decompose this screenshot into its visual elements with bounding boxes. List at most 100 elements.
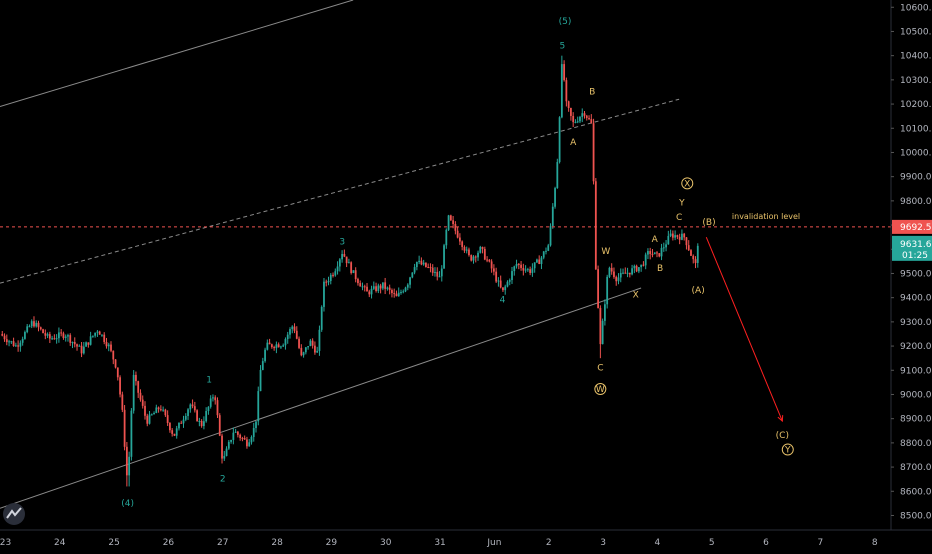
- candle-body: [515, 263, 518, 267]
- candle-body: [64, 336, 67, 338]
- price-tick-label: 9500.00: [900, 269, 932, 279]
- channel-line[interactable]: [0, 98, 680, 284]
- candle-body: [293, 326, 296, 331]
- candle-body: [395, 293, 398, 297]
- candle-body: [658, 253, 661, 257]
- candle-body: [58, 332, 60, 339]
- candle-body: [429, 267, 432, 269]
- price-tick-label: 10200.00: [900, 100, 932, 110]
- candle-body: [5, 339, 8, 343]
- candle-body: [504, 286, 507, 291]
- wave-label-circle: [594, 383, 607, 396]
- candle-body: [135, 374, 137, 382]
- candle-body: [234, 431, 237, 433]
- candle-body: [332, 274, 334, 276]
- price-tick-label: 9900.00: [900, 173, 932, 183]
- candle-body: [359, 283, 362, 287]
- candle-body: [182, 419, 185, 424]
- candle-body: [178, 422, 180, 429]
- candle-body: [506, 281, 509, 287]
- wave-label: 1: [206, 375, 212, 385]
- candle-body: [141, 399, 144, 406]
- candle-body: [588, 118, 590, 120]
- candle-body: [198, 420, 201, 422]
- candle-body: [633, 265, 636, 269]
- candle-body: [336, 266, 339, 272]
- candle-body: [243, 438, 246, 440]
- candle-body: [411, 272, 414, 278]
- wave-label: 2: [220, 475, 226, 485]
- tradingview-logo-icon[interactable]: [3, 503, 25, 525]
- wave-label: W: [601, 247, 610, 257]
- channel-line[interactable]: [0, 0, 354, 107]
- candle-body: [87, 342, 90, 345]
- price-tick-label: 9300.00: [900, 318, 932, 328]
- channel-line[interactable]: [0, 287, 642, 509]
- candle-body: [252, 428, 255, 437]
- candle-body: [236, 431, 239, 435]
- date-tick-label: 28: [271, 538, 283, 548]
- candle-body: [554, 188, 556, 207]
- candle-body: [218, 415, 221, 436]
- date-tick-label: 7: [818, 538, 824, 548]
- candle-body: [422, 262, 425, 265]
- candle-body: [275, 344, 278, 349]
- date-tick-label: Jun: [486, 538, 501, 548]
- candle-body: [540, 257, 543, 265]
- candle-body: [164, 409, 167, 416]
- candle-body: [1, 333, 4, 336]
- date-tick-label: 27: [217, 538, 228, 548]
- candle-body: [601, 320, 604, 345]
- candle-body: [608, 267, 611, 277]
- candle-body: [363, 286, 366, 288]
- candle-body: [26, 326, 29, 333]
- candle-body: [175, 428, 178, 436]
- price-tick-label: 10100.00: [900, 124, 932, 134]
- wave-label: A: [652, 235, 659, 245]
- candle-body: [257, 391, 260, 422]
- candles: [1, 55, 699, 487]
- candle-body: [524, 269, 527, 271]
- candle-body: [239, 434, 242, 438]
- candle-body: [3, 335, 6, 340]
- candle-body: [508, 280, 511, 282]
- candle-body: [579, 116, 581, 122]
- candle-body: [427, 266, 430, 268]
- candle-body: [130, 410, 133, 457]
- candle-body: [196, 410, 199, 422]
- candle-body: [259, 369, 262, 392]
- candle-body: [443, 245, 445, 269]
- candle-body: [55, 338, 58, 340]
- candle-body: [393, 293, 396, 295]
- candle-body: [282, 345, 285, 347]
- candle-body: [105, 341, 108, 347]
- candle-body: [232, 432, 235, 440]
- candle-body: [379, 285, 382, 289]
- candle-body: [628, 272, 631, 275]
- candle-body: [146, 415, 149, 424]
- candle-body: [384, 282, 387, 289]
- candle-body: [128, 456, 131, 476]
- candle-body: [316, 350, 319, 353]
- candle-body: [69, 335, 72, 343]
- projection-arrow-line[interactable]: [705, 236, 783, 422]
- date-tick-label: 8: [872, 538, 878, 548]
- candle-body: [606, 276, 609, 305]
- candle-body: [159, 409, 162, 411]
- price-tick-label: 10500.00: [900, 27, 932, 37]
- candle-body: [318, 329, 321, 351]
- candle-body: [447, 215, 450, 230]
- candle-body: [696, 245, 699, 263]
- candle-body: [603, 304, 606, 321]
- wave-label: B: [589, 87, 595, 97]
- candle-body: [599, 307, 602, 345]
- candle-body: [295, 330, 298, 339]
- candle-body: [425, 262, 427, 267]
- candle-body: [597, 269, 600, 308]
- candle-body: [207, 406, 210, 411]
- candle-body: [300, 347, 303, 356]
- candle-body: [21, 338, 24, 343]
- projection-arrowhead: [777, 415, 784, 423]
